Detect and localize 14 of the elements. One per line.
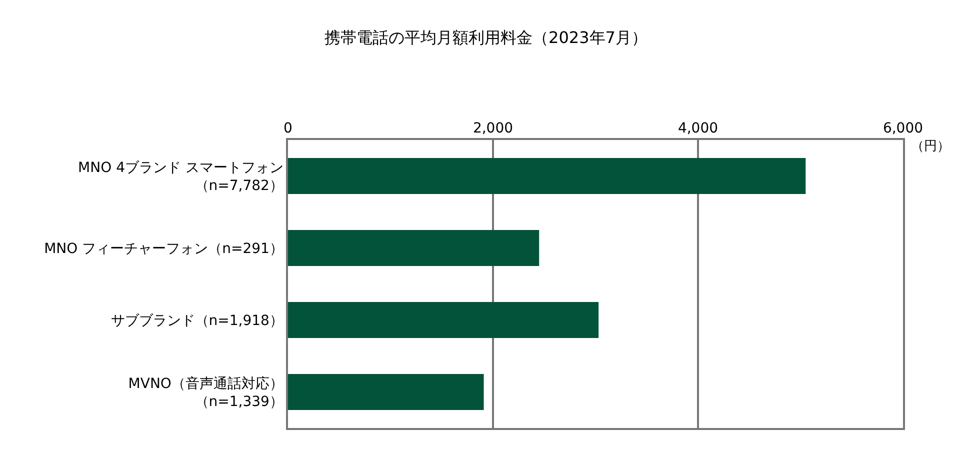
- chart-title: 携帯電話の平均月額利用料金（2023年7月）: [324, 28, 648, 47]
- bar: [288, 158, 806, 194]
- x-tick-label: 4,000: [678, 120, 718, 137]
- x-tick-label: 6,000: [882, 120, 924, 137]
- y-tick-label: MVNO（音声通話対応）（n=1,339）: [128, 376, 284, 410]
- y-tick-label: サブブランド（n=1,918）: [110, 312, 284, 329]
- x-tick-label: 2,000: [472, 120, 514, 137]
- x-tick-label: 0: [284, 120, 292, 137]
- y-tick-label: MNO フィーチャーフォン（n=291）: [44, 240, 284, 257]
- x-axis-title: （円）: [911, 139, 950, 154]
- y-tick-label: MNO 4ブランド スマートフォン（n=7,782）: [78, 160, 284, 194]
- bar: [288, 302, 599, 338]
- bar: [288, 230, 540, 266]
- bar: [288, 374, 484, 410]
